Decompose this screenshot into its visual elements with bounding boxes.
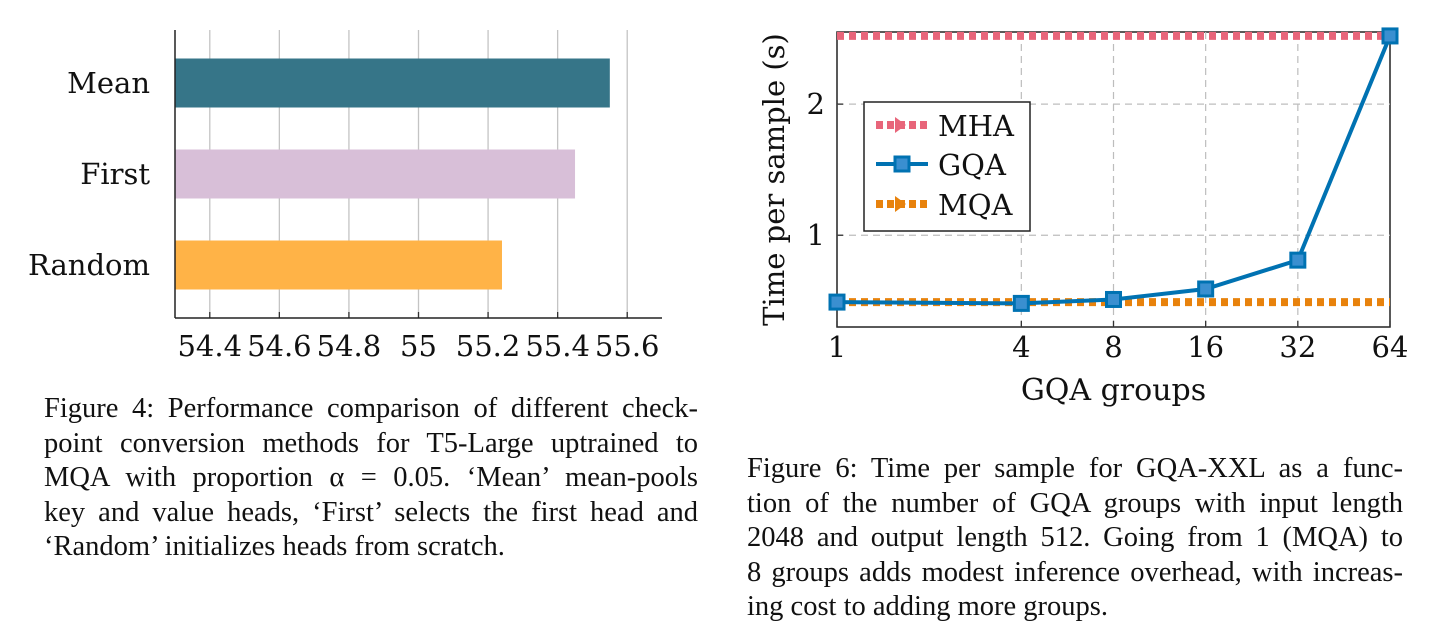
legend-marker-gqa [893, 155, 911, 173]
category-label: Random [28, 248, 150, 282]
x-tick-label: 16 [1187, 330, 1224, 364]
x-tick-label: 8 [1104, 330, 1122, 364]
y-tick-label: 1 [807, 218, 825, 252]
caption-line: 2048 and output length 512. Going from 1… [747, 522, 1403, 553]
caption-line: ing cost to adding more groups. [747, 591, 1108, 622]
x-tick-label: 55.2 [456, 329, 521, 363]
caption-line: point conversion methods for T5-Large up… [44, 427, 698, 459]
data-point-gqa [828, 293, 846, 311]
legend: MHA GQA MQA [863, 101, 1031, 232]
caption-line: MQA with proportion α = 0.05. ‘Mean’ mea… [44, 462, 698, 493]
legend-marker-mqa [895, 196, 906, 212]
legend-label: MQA [938, 188, 1013, 222]
x-tick-label: 4 [1012, 330, 1030, 364]
caption-line: 8 groups adds modest inference overhead,… [747, 556, 1403, 588]
caption-line: Figure 4: Performance comparison of diff… [44, 393, 698, 424]
data-point-gqa [1381, 27, 1399, 45]
category-label: Mean [67, 66, 150, 100]
legend-marker-mha [895, 117, 906, 133]
x-tick-label: 55.4 [525, 329, 590, 363]
legend-label: GQA [938, 148, 1007, 182]
caption-line: tion of the number of GQA groups with in… [747, 487, 1403, 519]
x-tick-label: 54.6 [247, 329, 312, 363]
legend-label: MHA [938, 109, 1015, 143]
bar-mean [175, 58, 610, 108]
x-tick-label: 55.6 [595, 329, 660, 363]
figure-6-caption: Figure 6: Time per sample for GQA-XXL as… [747, 452, 1403, 625]
x-tick-label: 54.4 [177, 329, 242, 363]
figure-4-caption: Figure 4: Performance comparison of diff… [44, 392, 698, 565]
x-tick-label: 1 [828, 330, 846, 364]
x-axis-label: GQA groups [1021, 373, 1206, 408]
x-tick-label: 54.8 [317, 329, 382, 363]
data-point-gqa [1197, 280, 1215, 298]
bar-random [175, 240, 502, 290]
series-line-gqa [836, 35, 1392, 306]
data-point-gqa [1012, 294, 1030, 312]
bar-first [175, 149, 576, 199]
caption-line: key and value heads, ‘First’ selects the… [44, 496, 698, 528]
x-tick-label: 55 [400, 329, 437, 363]
y-tick-label: 2 [807, 87, 825, 121]
data-point-gqa [1289, 251, 1307, 269]
caption-line: ‘Random’ initializes heads from scratch. [44, 531, 505, 562]
x-tick-label: 32 [1279, 330, 1316, 364]
x-tick-label: 64 [1372, 330, 1409, 364]
y-axis-label: Time per sample (s) [757, 33, 791, 326]
caption-line: Figure 6: Time per sample for GQA-XXL as… [747, 453, 1403, 484]
data-point-gqa [1105, 290, 1122, 308]
category-label: First [80, 157, 150, 191]
